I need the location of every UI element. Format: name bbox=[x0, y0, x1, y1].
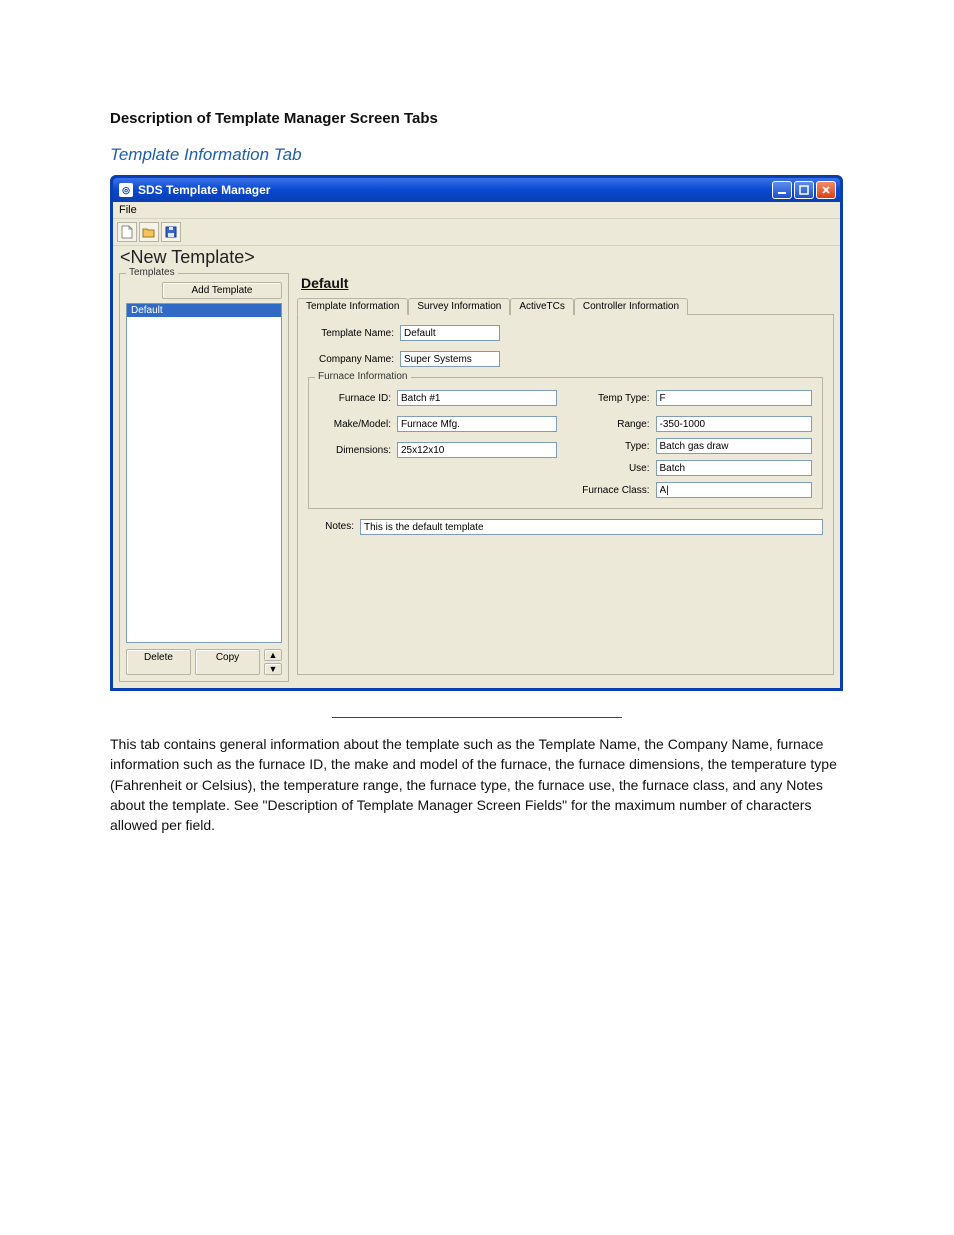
move-down-button[interactable]: ▼ bbox=[264, 663, 282, 675]
window-title: SDS Template Manager bbox=[138, 183, 270, 197]
tab-template-information[interactable]: Template Information bbox=[297, 298, 408, 315]
furnace-class-label: Furnace Class: bbox=[575, 485, 650, 496]
furnace-id-input[interactable] bbox=[397, 390, 557, 406]
minimize-button[interactable] bbox=[772, 181, 792, 199]
tab-panel: Template Name: Company Name: Furnace Inf… bbox=[297, 315, 834, 675]
section-heading: Default bbox=[301, 275, 834, 291]
furnace-id-label: Furnace ID: bbox=[319, 393, 391, 404]
toolbar bbox=[113, 219, 840, 246]
open-icon[interactable] bbox=[139, 222, 159, 242]
make-model-input[interactable] bbox=[397, 416, 557, 432]
dimensions-input[interactable] bbox=[397, 442, 557, 458]
furnace-legend: Furnace Information bbox=[315, 371, 411, 382]
furnace-class-input[interactable] bbox=[656, 482, 813, 498]
make-model-label: Make/Model: bbox=[319, 419, 391, 430]
dimensions-label: Dimensions: bbox=[319, 445, 391, 456]
app-window: ◎ SDS Template Manager File bbox=[110, 175, 843, 691]
notes-label: Notes: bbox=[308, 519, 354, 532]
doc-heading: Description of Template Manager Screen T… bbox=[110, 110, 844, 127]
maximize-button[interactable] bbox=[794, 181, 814, 199]
templates-panel: Templates Add Template Default Delete Co… bbox=[119, 273, 289, 682]
list-item[interactable]: Default bbox=[127, 304, 281, 317]
tab-active-tcs[interactable]: ActiveTCs bbox=[510, 298, 574, 315]
use-label: Use: bbox=[575, 463, 650, 474]
titlebar: ◎ SDS Template Manager bbox=[113, 178, 840, 202]
furnace-info-panel: Furnace Information Furnace ID: Ma bbox=[308, 377, 823, 509]
copy-button[interactable]: Copy bbox=[195, 649, 260, 675]
range-input[interactable] bbox=[656, 416, 813, 432]
menubar: File bbox=[113, 202, 840, 219]
tabstrip: Template Information Survey Information … bbox=[297, 297, 834, 315]
company-name-label: Company Name: bbox=[308, 354, 394, 365]
menu-file[interactable]: File bbox=[119, 204, 137, 216]
delete-button[interactable]: Delete bbox=[126, 649, 191, 675]
use-input[interactable] bbox=[656, 460, 813, 476]
new-icon[interactable] bbox=[117, 222, 137, 242]
temp-type-label: Temp Type: bbox=[575, 393, 650, 404]
close-button[interactable] bbox=[816, 181, 836, 199]
template-title: <New Template> bbox=[113, 246, 840, 273]
tab-controller-information[interactable]: Controller Information bbox=[574, 298, 688, 315]
save-icon[interactable] bbox=[161, 222, 181, 242]
divider bbox=[332, 717, 622, 718]
body-text: This tab contains general information ab… bbox=[110, 734, 844, 835]
app-icon: ◎ bbox=[119, 183, 133, 197]
templates-listbox[interactable]: Default bbox=[126, 303, 282, 643]
notes-input[interactable] bbox=[360, 519, 823, 535]
templates-legend: Templates bbox=[126, 267, 178, 278]
add-template-button[interactable]: Add Template bbox=[162, 282, 282, 299]
type-input[interactable] bbox=[656, 438, 813, 454]
type-label: Type: bbox=[575, 441, 650, 452]
doc-subheading: Template Information Tab bbox=[110, 145, 844, 165]
temp-type-input[interactable] bbox=[656, 390, 813, 406]
template-name-input[interactable] bbox=[400, 325, 500, 341]
company-name-input[interactable] bbox=[400, 351, 500, 367]
tab-survey-information[interactable]: Survey Information bbox=[408, 298, 510, 315]
range-label: Range: bbox=[575, 419, 650, 430]
template-name-label: Template Name: bbox=[308, 328, 394, 339]
move-up-button[interactable]: ▲ bbox=[264, 649, 282, 661]
